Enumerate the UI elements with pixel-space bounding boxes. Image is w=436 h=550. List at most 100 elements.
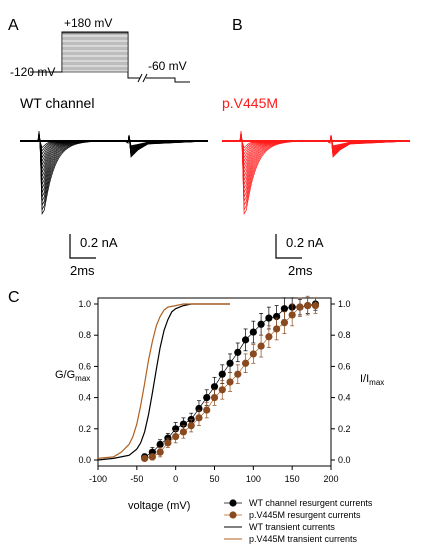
legend-label-wt-transient: WT transient currents	[249, 522, 335, 532]
series-1-point	[179, 428, 188, 436]
mutant-trace	[222, 134, 411, 163]
wt-current-traces	[20, 130, 209, 216]
wt-scale-current: 0.2 nA	[80, 235, 118, 250]
series-1-point	[288, 311, 296, 319]
legend-label-mutant-transient: p.V445M transient currents	[249, 534, 358, 544]
series-1-point	[187, 422, 195, 430]
panel-label-b: B	[232, 17, 243, 34]
wt-scale-time: 2ms	[70, 263, 95, 278]
series-0-point	[257, 320, 265, 328]
y-tick-label-left: 0.8	[78, 330, 91, 340]
series-1-point	[265, 333, 273, 341]
wt-scale-bar: 0.2 nA 2ms	[69, 234, 118, 278]
series-1-point	[195, 414, 203, 422]
y-axis-left-ticks: 0.0 0.2 0.4 0.6 0.8 1.0	[78, 299, 98, 465]
series-1-point	[218, 386, 226, 394]
legend-item-wt-transient: WT transient currents	[224, 522, 335, 532]
voltage-protocol: +180 mV -120 mV -60 mV	[10, 16, 190, 83]
x-axis-ticks: -100 -50 0 50 100 150 200	[89, 466, 339, 484]
y-tick-label-left: 0.0	[78, 455, 91, 465]
series-1-point	[241, 359, 250, 367]
legend-item-mutant-resurgent: p.V445M resurgent currents	[224, 510, 361, 520]
series-0-point	[241, 336, 250, 344]
series-1-point	[257, 342, 265, 350]
wt-scale-bar-lines	[69, 234, 96, 259]
series-1-point	[311, 301, 320, 310]
mutant-scale-bar-lines	[275, 234, 302, 259]
conductance-plot: -100 -50 0 50 100 150 200 0.0 0.2 0.4 0.6 0.8 1.0 0…	[78, 295, 351, 484]
y-tick-label-right: 0.0	[338, 455, 351, 465]
break-mark-right	[142, 73, 148, 83]
voltage-step-family	[61, 32, 129, 73]
series-1-point	[141, 454, 149, 463]
legend-item-mutant-transient: p.V445M transient currents	[224, 534, 358, 544]
x-tick-label: -50	[130, 474, 143, 484]
series-0-point	[226, 359, 234, 367]
series-0-point	[210, 383, 219, 391]
series-1-point	[280, 319, 288, 327]
series-0-point	[265, 314, 273, 322]
series-1-point	[273, 325, 281, 333]
series-lines	[97, 303, 316, 461]
y-tick-label-right: 0.4	[338, 393, 351, 403]
y-axis-right-ticks: 0.0 0.2 0.4 0.6 0.8 1.0	[331, 299, 351, 465]
panel-label-c: C	[8, 289, 20, 306]
series-1-point	[226, 378, 234, 386]
x-tick-label: 50	[209, 474, 219, 484]
series-1-point	[296, 303, 304, 311]
x-tick-label: 100	[246, 474, 261, 484]
series-1-point	[249, 350, 257, 358]
series-0-point	[280, 305, 288, 313]
protocol-tail-voltage: -60 mV	[148, 59, 187, 73]
x-tick-label: 200	[323, 474, 338, 484]
series-1-point	[148, 453, 156, 461]
wt-trace	[20, 134, 209, 163]
series-0-point	[156, 440, 164, 448]
y-tick-label-right: 0.6	[338, 361, 351, 371]
wt-trace-title: WT channel	[20, 95, 94, 111]
legend-label-mutant-resurgent: p.V445M resurgent currents	[249, 510, 361, 520]
break-mark-left	[137, 73, 143, 83]
mutant-trace	[222, 134, 411, 167]
protocol-top-voltage: +180 mV	[64, 16, 112, 30]
x-tick-label: -100	[89, 474, 107, 484]
y-tick-label-left: 0.2	[78, 424, 91, 434]
legend: WT channel resurgent currents p.V445M re…	[224, 498, 373, 544]
x-tick-label: 150	[285, 474, 300, 484]
legend-item-wt-resurgent: WT channel resurgent currents	[224, 498, 373, 508]
x-axis-label: voltage (mV)	[128, 500, 190, 512]
series-0-point	[218, 370, 226, 378]
legend-label-wt-resurgent: WT channel resurgent currents	[249, 498, 373, 508]
y-tick-label-left: 0.6	[78, 361, 91, 371]
series-0-point	[203, 394, 211, 402]
series-1-point	[304, 301, 312, 310]
y-tick-label-right: 0.2	[338, 424, 351, 434]
protocol-trace	[30, 31, 190, 83]
y-axis-right-label: I/Imax	[360, 373, 384, 387]
series-2-line	[97, 303, 230, 461]
series-1-point	[234, 370, 242, 378]
series-3-line	[97, 303, 230, 459]
series-1-point	[156, 448, 164, 456]
y-axis-left-label: G/Gmax	[55, 369, 90, 383]
mutant-scale-time: 2ms	[288, 263, 313, 278]
series-1-point	[210, 394, 219, 402]
series-1-point	[203, 406, 211, 414]
y-tick-label-right: 1.0	[338, 299, 351, 309]
series-0-point	[234, 348, 242, 356]
panel-label-a: A	[8, 17, 19, 34]
mutant-scale-current: 0.2 nA	[286, 235, 324, 250]
series-1-point	[172, 433, 180, 441]
series-1-point	[164, 439, 172, 447]
mutant-trace-title: p.V445M	[222, 95, 278, 111]
series-0-point	[249, 328, 257, 336]
y-tick-label-left: 0.4	[78, 393, 91, 403]
protocol-hold-voltage: -120 mV	[10, 65, 55, 79]
y-tick-label-right: 0.8	[338, 330, 351, 340]
legend-marker-wt-resurgent	[229, 499, 237, 507]
mutant-current-traces	[222, 130, 411, 216]
wt-trace	[20, 134, 209, 167]
y-tick-label-left: 1.0	[78, 299, 91, 309]
mutant-scale-bar: 0.2 nA 2ms	[275, 234, 324, 278]
